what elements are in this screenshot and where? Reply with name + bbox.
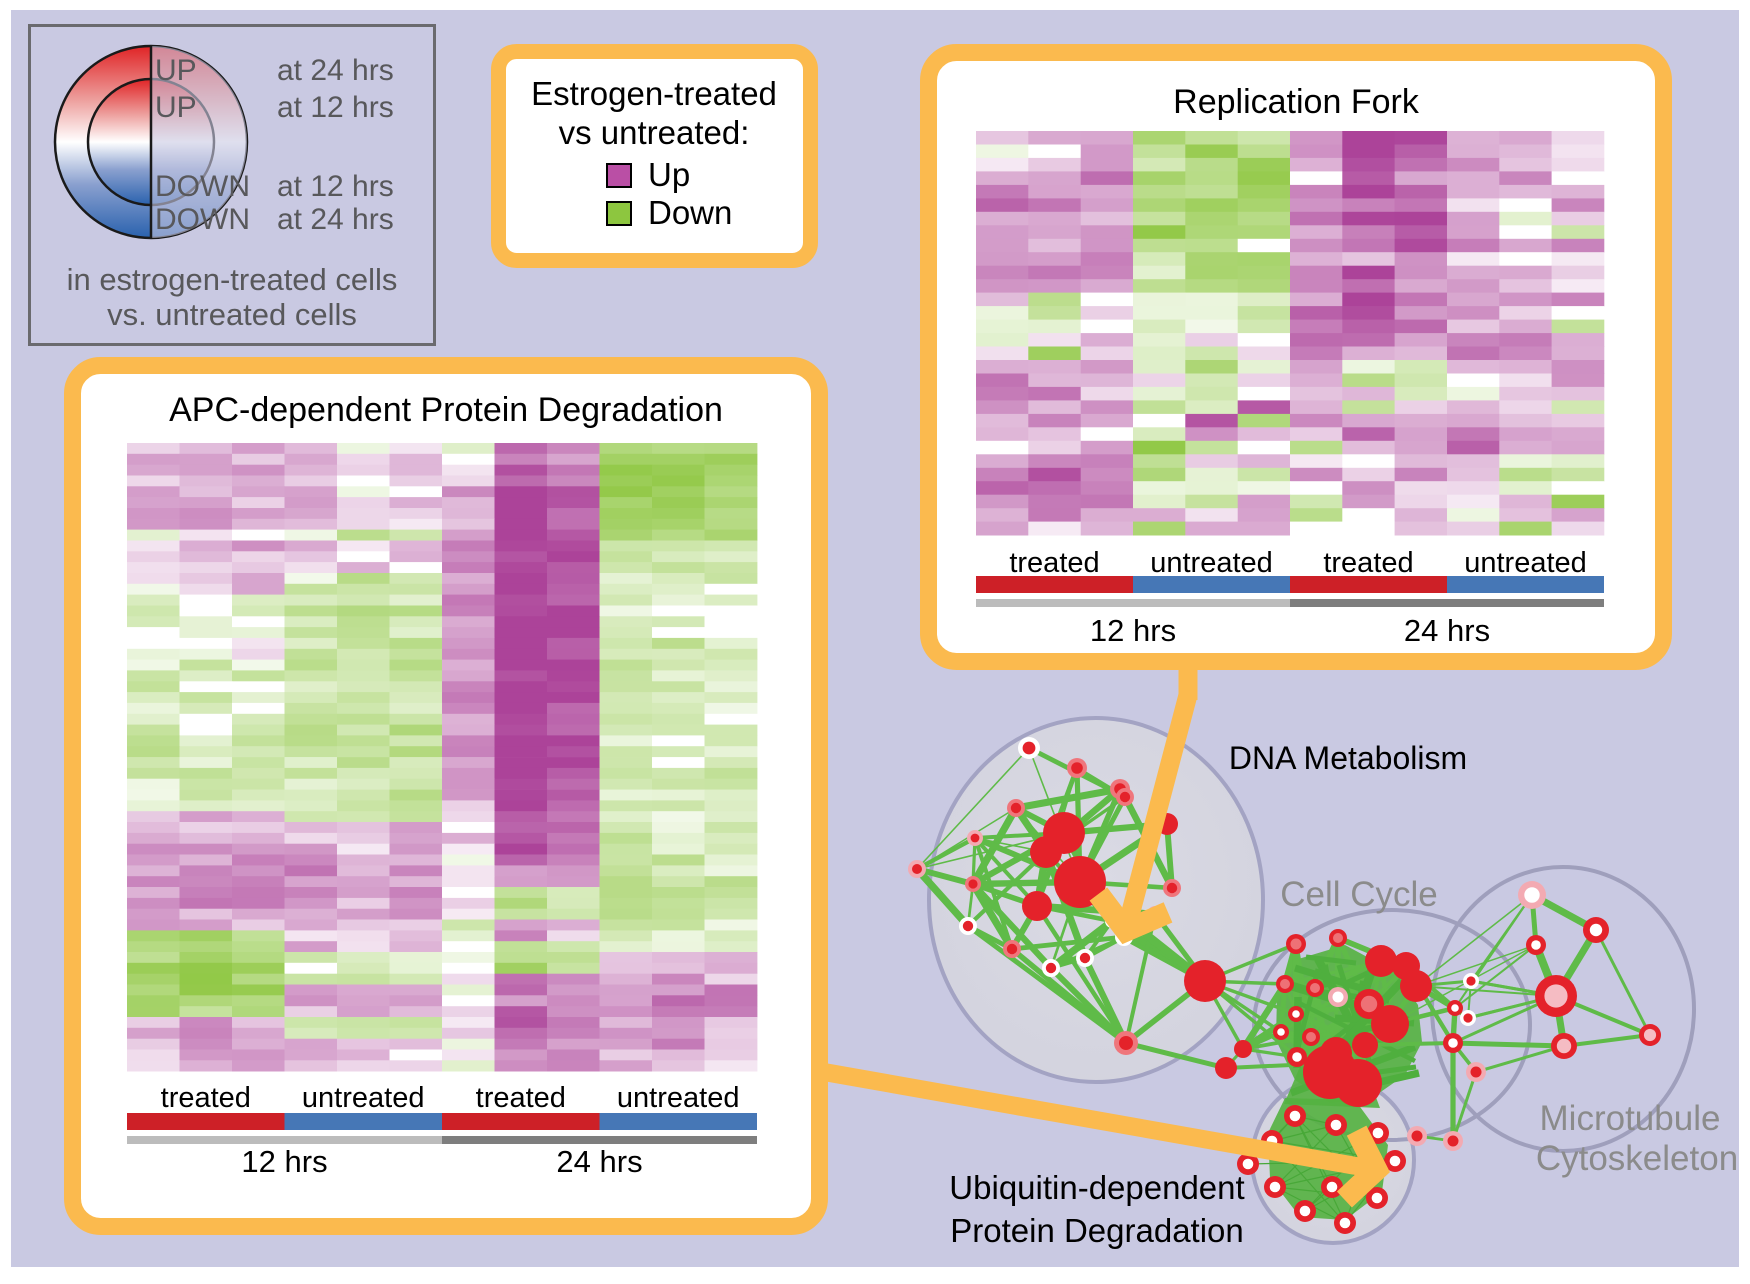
svg-text:Microtubule: Microtubule (1540, 1099, 1721, 1138)
svg-text:treated: treated (1009, 547, 1099, 579)
svg-text:vs untreated:: vs untreated: (559, 114, 750, 151)
svg-text:Estrogen-treated: Estrogen-treated (531, 75, 777, 112)
svg-text:DOWN: DOWN (155, 170, 250, 203)
svg-text:untreated: untreated (1464, 547, 1587, 579)
svg-text:24 hrs: 24 hrs (556, 1144, 642, 1179)
svg-text:untreated: untreated (1150, 547, 1273, 579)
svg-text:24 hrs: 24 hrs (1404, 613, 1490, 648)
svg-text:12 hrs: 12 hrs (1090, 613, 1176, 648)
svg-text:treated: treated (476, 1082, 566, 1114)
svg-text:treated: treated (1323, 547, 1413, 579)
svg-text:Protein Degradation: Protein Degradation (950, 1212, 1244, 1249)
svg-text:at 24 hrs: at 24 hrs (277, 54, 394, 87)
svg-text:at 12 hrs: at 12 hrs (277, 170, 394, 203)
svg-text:at 12 hrs: at 12 hrs (277, 91, 394, 124)
svg-text:at 24 hrs: at 24 hrs (277, 203, 394, 236)
svg-text:Cell Cycle: Cell Cycle (1280, 875, 1438, 914)
svg-text:Down: Down (648, 194, 732, 231)
svg-text:APC-dependent Protein Degradat: APC-dependent Protein Degradation (169, 391, 723, 429)
svg-text:Cytoskeleton: Cytoskeleton (1536, 1139, 1738, 1178)
svg-text:UP: UP (155, 91, 197, 124)
svg-text:DOWN: DOWN (155, 203, 250, 236)
svg-text:treated: treated (161, 1082, 251, 1114)
svg-text:Up: Up (648, 156, 690, 193)
svg-text:vs. untreated cells: vs. untreated cells (107, 297, 357, 332)
svg-text:Replication Fork: Replication Fork (1173, 83, 1420, 121)
svg-text:12 hrs: 12 hrs (241, 1144, 327, 1179)
svg-text:DNA Metabolism: DNA Metabolism (1229, 740, 1467, 776)
svg-text:untreated: untreated (617, 1082, 740, 1114)
svg-text:UP: UP (155, 54, 197, 87)
svg-text:untreated: untreated (302, 1082, 425, 1114)
svg-text:in estrogen-treated cells: in estrogen-treated cells (67, 262, 398, 297)
svg-text:Ubiquitin-dependent: Ubiquitin-dependent (949, 1169, 1244, 1206)
